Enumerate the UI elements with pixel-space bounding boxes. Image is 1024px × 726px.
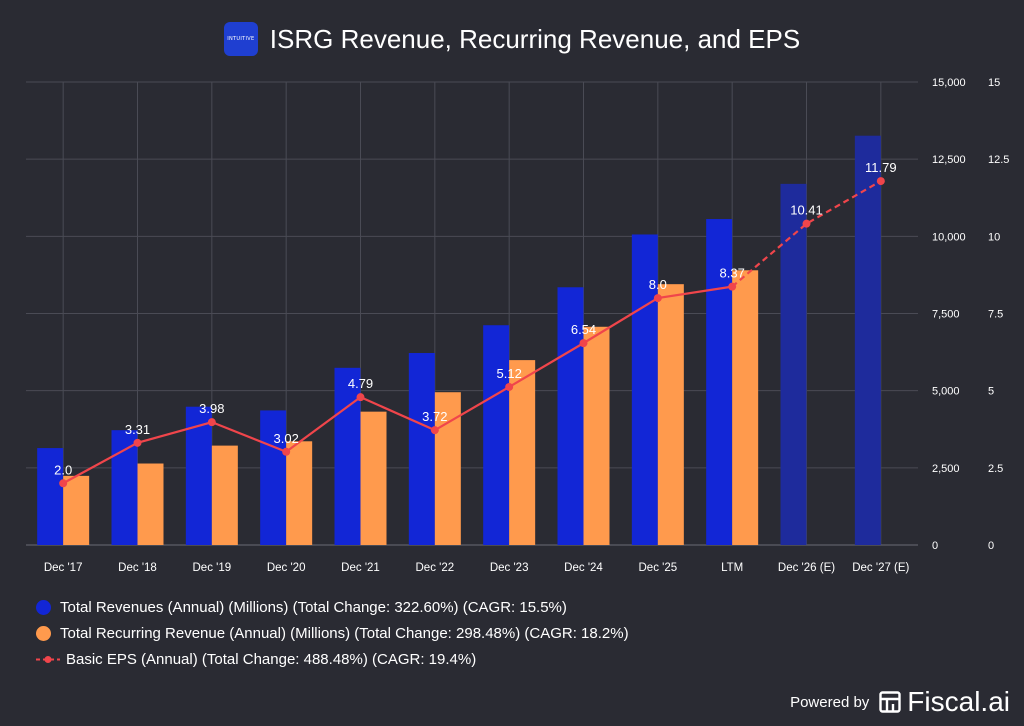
brand-name: Fiscal.ai xyxy=(907,686,1010,717)
eps-data-label: 8.0 xyxy=(649,277,667,292)
right-axis-tick-label: 5 xyxy=(988,386,994,398)
eps-data-label: 10.41 xyxy=(790,203,823,218)
bar-total-revenue xyxy=(185,406,212,545)
bar-total-revenue xyxy=(483,325,510,545)
x-axis-tick-label: Dec '18 xyxy=(118,562,157,574)
bar-total-revenue xyxy=(706,219,733,545)
bar-recurring-revenue xyxy=(360,411,387,545)
x-axis-tick-label: LTM xyxy=(721,562,743,574)
bar-total-revenue xyxy=(854,135,881,545)
left-axis-tick-label: 5,000 xyxy=(932,386,960,398)
legend-swatch-recurring xyxy=(36,625,51,641)
chart-header: INTUITIVE ISRG Revenue, Recurring Revenu… xyxy=(0,14,1024,64)
left-axis-tick-label: 12,500 xyxy=(932,154,966,166)
eps-data-label: 5.12 xyxy=(497,366,522,381)
eps-point xyxy=(653,294,662,303)
bar-recurring-revenue xyxy=(211,445,238,545)
bar-total-revenue xyxy=(260,410,287,545)
right-axis-tick-label: 7.5 xyxy=(988,309,1003,321)
eps-point xyxy=(728,282,737,291)
x-axis-tick-label: Dec '22 xyxy=(416,562,455,574)
bar-total-revenue xyxy=(557,287,584,545)
bar-total-revenue xyxy=(37,448,64,545)
bar-recurring-revenue xyxy=(137,463,164,545)
bar-recurring-revenue xyxy=(657,284,684,545)
eps-data-label: 6.54 xyxy=(571,322,596,337)
eps-point xyxy=(59,479,68,488)
x-axis-tick-label: Dec '23 xyxy=(490,562,529,574)
right-axis-tick-label: 15 xyxy=(988,77,1000,89)
right-axis-tick-label: 12.5 xyxy=(988,154,1009,166)
x-axis-tick-label: Dec '21 xyxy=(341,562,380,574)
x-axis-tick-label: Dec '24 xyxy=(564,562,603,574)
chart-title: ISRG Revenue, Recurring Revenue, and EPS xyxy=(269,23,801,54)
bar-total-revenue xyxy=(334,367,361,545)
legend-item-eps[interactable]: Basic EPS (Annual) (Total Change: 488.48… xyxy=(36,646,629,672)
eps-point xyxy=(505,382,514,391)
bar-recurring-revenue xyxy=(63,475,90,545)
left-axis-tick-label: 2,500 xyxy=(932,463,960,475)
eps-point xyxy=(282,447,291,456)
eps-line xyxy=(62,285,733,485)
eps-point xyxy=(579,339,588,348)
eps-point xyxy=(207,418,216,427)
eps-point xyxy=(802,219,811,228)
legend-swatch-revenue xyxy=(36,599,51,615)
bar-total-revenue xyxy=(408,353,435,545)
legend-swatch-eps xyxy=(36,655,60,663)
legend-item-recurring[interactable]: Total Recurring Revenue (Annual) (Millio… xyxy=(36,620,629,646)
company-logo-text: INTUITIVE xyxy=(227,36,255,42)
left-axis-tick-label: 10,000 xyxy=(932,231,966,243)
eps-point xyxy=(133,438,142,447)
right-axis-tick-label: 2.5 xyxy=(988,463,1003,475)
bar-total-revenue xyxy=(111,430,138,545)
x-axis-tick-label: Dec '26 (E) xyxy=(778,562,835,574)
x-axis-tick-label: Dec '27 (E) xyxy=(852,562,909,574)
legend-label-revenue: Total Revenues (Annual) (Millions) (Tota… xyxy=(60,598,567,616)
eps-data-label: 4.79 xyxy=(348,376,373,391)
eps-data-label: 3.31 xyxy=(125,422,150,437)
eps-data-label: 3.98 xyxy=(199,401,224,416)
x-axis-tick-label: Dec '17 xyxy=(44,562,83,574)
x-axis-tick-label: Dec '19 xyxy=(193,562,232,574)
bar-recurring-revenue xyxy=(732,270,759,545)
legend-label-recurring: Total Recurring Revenue (Annual) (Millio… xyxy=(60,624,629,642)
bar-total-revenue xyxy=(780,183,807,546)
footer-branding: Powered by Fiscal.ai xyxy=(790,686,1010,718)
x-axis-tick-label: Dec '25 xyxy=(639,562,678,574)
bar-recurring-revenue xyxy=(583,326,610,545)
powered-by-text: Powered by xyxy=(790,693,870,711)
eps-point xyxy=(876,177,885,186)
chart-legend: Total Revenues (Annual) (Millions) (Tota… xyxy=(36,594,629,672)
eps-data-label: 8.37 xyxy=(720,266,745,281)
bar-recurring-revenue xyxy=(286,441,313,545)
company-logo: INTUITIVE xyxy=(223,22,258,56)
legend-item-revenue[interactable]: Total Revenues (Annual) (Millions) (Tota… xyxy=(36,594,629,620)
left-axis-tick-label: 15,000 xyxy=(932,77,966,89)
x-axis-tick-label: Dec '20 xyxy=(267,562,306,574)
eps-line-estimate xyxy=(731,180,882,288)
right-axis-tick-label: 10 xyxy=(988,231,1000,243)
right-axis-tick-label: 0 xyxy=(988,540,994,552)
eps-point xyxy=(430,426,439,435)
eps-data-label: 3.02 xyxy=(274,431,299,446)
left-axis-tick-label: 0 xyxy=(932,540,938,552)
left-axis-tick-label: 7,500 xyxy=(932,309,960,321)
bar-total-revenue xyxy=(631,234,658,546)
bar-recurring-revenue xyxy=(509,360,536,545)
eps-data-label: 2.0 xyxy=(54,462,72,477)
eps-data-label: 11.79 xyxy=(865,160,897,175)
legend-label-eps: Basic EPS (Annual) (Total Change: 488.48… xyxy=(66,650,477,668)
eps-data-label: 3.72 xyxy=(422,409,447,424)
fiscal-logo-icon xyxy=(879,691,901,713)
eps-point xyxy=(356,393,365,402)
